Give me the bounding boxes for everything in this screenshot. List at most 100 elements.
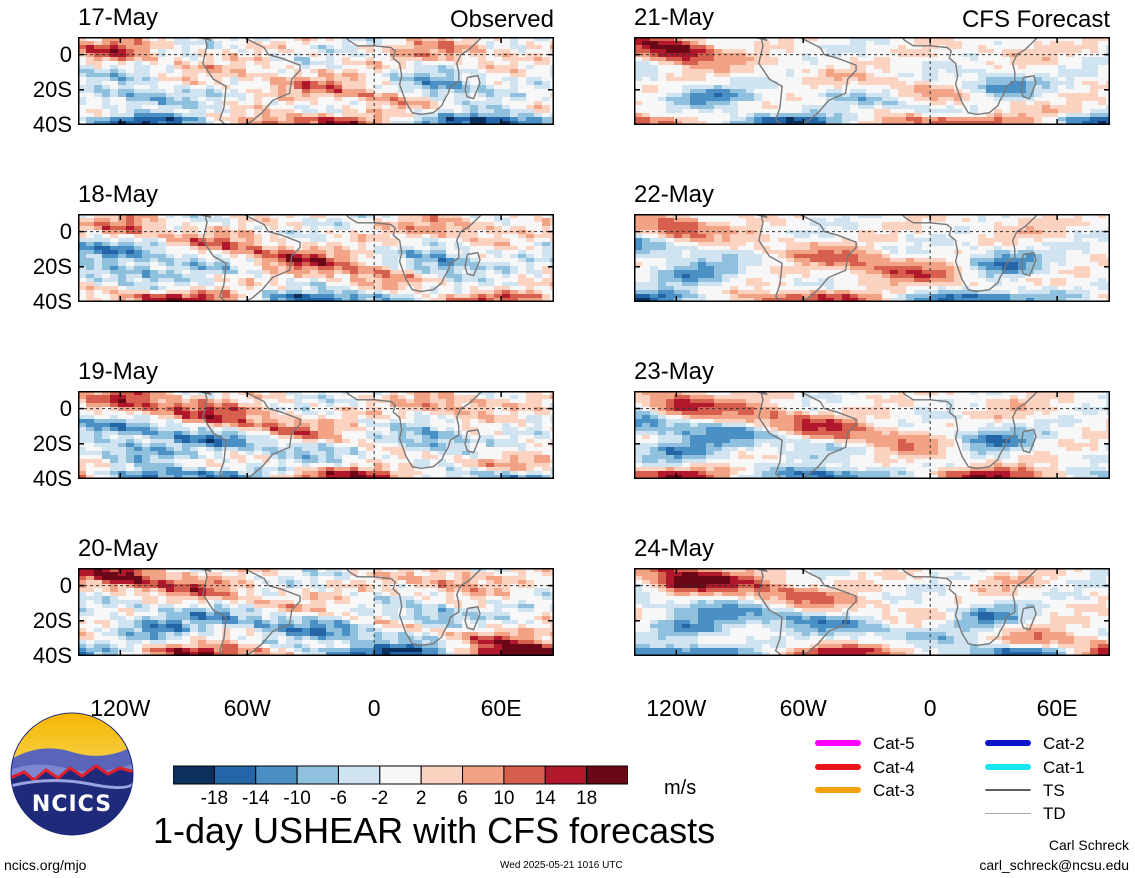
- heatmap-cell: [142, 258, 151, 263]
- heatmap-cell: [382, 415, 391, 420]
- heatmap-cell: [502, 604, 511, 609]
- heatmap-cell: [134, 41, 143, 46]
- heatmap-cell: [270, 423, 279, 428]
- heatmap-cell: [550, 290, 554, 295]
- heatmap-cell: [230, 218, 239, 223]
- heatmap-cell: [374, 459, 383, 464]
- heatmap-cell: [414, 475, 423, 479]
- heatmap-cell: [118, 101, 127, 106]
- heatmap-cell: [302, 455, 311, 460]
- heatmap-cell: [390, 419, 399, 424]
- heatmap-cell: [254, 612, 263, 617]
- heatmap-cell: [262, 612, 271, 617]
- heatmap-cell: [238, 399, 247, 404]
- heatmap-cell: [334, 274, 343, 279]
- heatmap-cell: [414, 467, 423, 472]
- heatmap-cell: [486, 475, 495, 479]
- heatmap-cell: [510, 57, 519, 62]
- heatmap-cell: [534, 576, 543, 581]
- heatmap-cell: [302, 391, 311, 396]
- heatmap-cell: [422, 101, 431, 106]
- heatmap-cell: [206, 596, 215, 601]
- heatmap-cell: [102, 407, 111, 412]
- heatmap-cell: [334, 620, 343, 625]
- heatmap-cell: [510, 395, 519, 400]
- heatmap-cell: [294, 407, 303, 412]
- heatmap-cell: [94, 431, 103, 436]
- heatmap-cell: [166, 600, 175, 605]
- heatmap-cell: [190, 298, 199, 302]
- heatmap-cell: [526, 278, 535, 283]
- heatmap-cell: [206, 234, 215, 239]
- heatmap-cell: [374, 467, 383, 472]
- heatmap-cell: [158, 471, 167, 476]
- heatmap-cell: [366, 399, 375, 404]
- heatmap-cell: [422, 45, 431, 50]
- heatmap-cell: [222, 624, 231, 629]
- heatmap-cell: [542, 246, 551, 251]
- heatmap-cell: [414, 290, 423, 295]
- heatmap-cell: [414, 105, 423, 110]
- heatmap-cell: [430, 222, 439, 227]
- heatmap-cell: [126, 85, 135, 90]
- heatmap-cell: [174, 298, 183, 302]
- heatmap-cell: [262, 266, 271, 271]
- heatmap-cell: [206, 238, 215, 243]
- heatmap-cell: [166, 113, 175, 118]
- heatmap-cell: [446, 266, 455, 271]
- heatmap-cell: [246, 69, 255, 74]
- heatmap-cell: [150, 415, 159, 420]
- heatmap-cell: [254, 238, 263, 243]
- heatmap-cell: [326, 391, 335, 396]
- heatmap-cell: [318, 242, 327, 247]
- heatmap-cell: [294, 77, 303, 82]
- heatmap-cell: [230, 65, 239, 70]
- heatmap-cell: [270, 258, 279, 263]
- heatmap-cell: [102, 286, 111, 291]
- heatmap-cell: [422, 254, 431, 259]
- heatmap-cell: [430, 419, 439, 424]
- heatmap-cell: [366, 572, 375, 577]
- heatmap-cell: [326, 53, 335, 58]
- heatmap-cell: [254, 45, 263, 50]
- heatmap-cell: [462, 282, 471, 287]
- heatmap-cell: [142, 226, 151, 231]
- heatmap-cell: [174, 89, 183, 94]
- heatmap-cell: [302, 117, 311, 122]
- heatmap-cell: [86, 592, 95, 597]
- heatmap-cell: [390, 77, 399, 82]
- heatmap-cell: [494, 592, 503, 597]
- heatmap-cell: [94, 411, 103, 416]
- heatmap-cell: [334, 266, 343, 271]
- heatmap-cell: [310, 620, 319, 625]
- heatmap-cell: [230, 612, 239, 617]
- heatmap-cell: [166, 451, 175, 456]
- heatmap-cell: [246, 568, 255, 573]
- heatmap-cell: [318, 596, 327, 601]
- heatmap-cell: [318, 73, 327, 78]
- heatmap-cell: [374, 222, 383, 227]
- heatmap-cell: [286, 214, 295, 219]
- heatmap-cell: [158, 455, 167, 460]
- heatmap-cell: [246, 391, 255, 396]
- heatmap-cell: [534, 37, 543, 42]
- heatmap-cell: [214, 254, 223, 259]
- heatmap-cell: [454, 395, 463, 400]
- heatmap-cell: [470, 584, 479, 589]
- heatmap-cell: [358, 45, 367, 50]
- heatmap-cell: [446, 471, 455, 476]
- heatmap-cell: [94, 467, 103, 472]
- heatmap-cell: [430, 391, 439, 396]
- heatmap-cell: [142, 218, 151, 223]
- heatmap-cell: [494, 294, 503, 299]
- heatmap-cell: [166, 270, 175, 275]
- heatmap-cell: [510, 391, 519, 396]
- heatmap-cell: [542, 49, 551, 54]
- heatmap-cell: [118, 628, 127, 633]
- heatmap-cell: [214, 113, 223, 118]
- heatmap-cell: [334, 439, 343, 444]
- heatmap-cell: [406, 415, 415, 420]
- heatmap-cell: [478, 604, 487, 609]
- heatmap-cell: [198, 423, 207, 428]
- heatmap-cell: [550, 435, 554, 440]
